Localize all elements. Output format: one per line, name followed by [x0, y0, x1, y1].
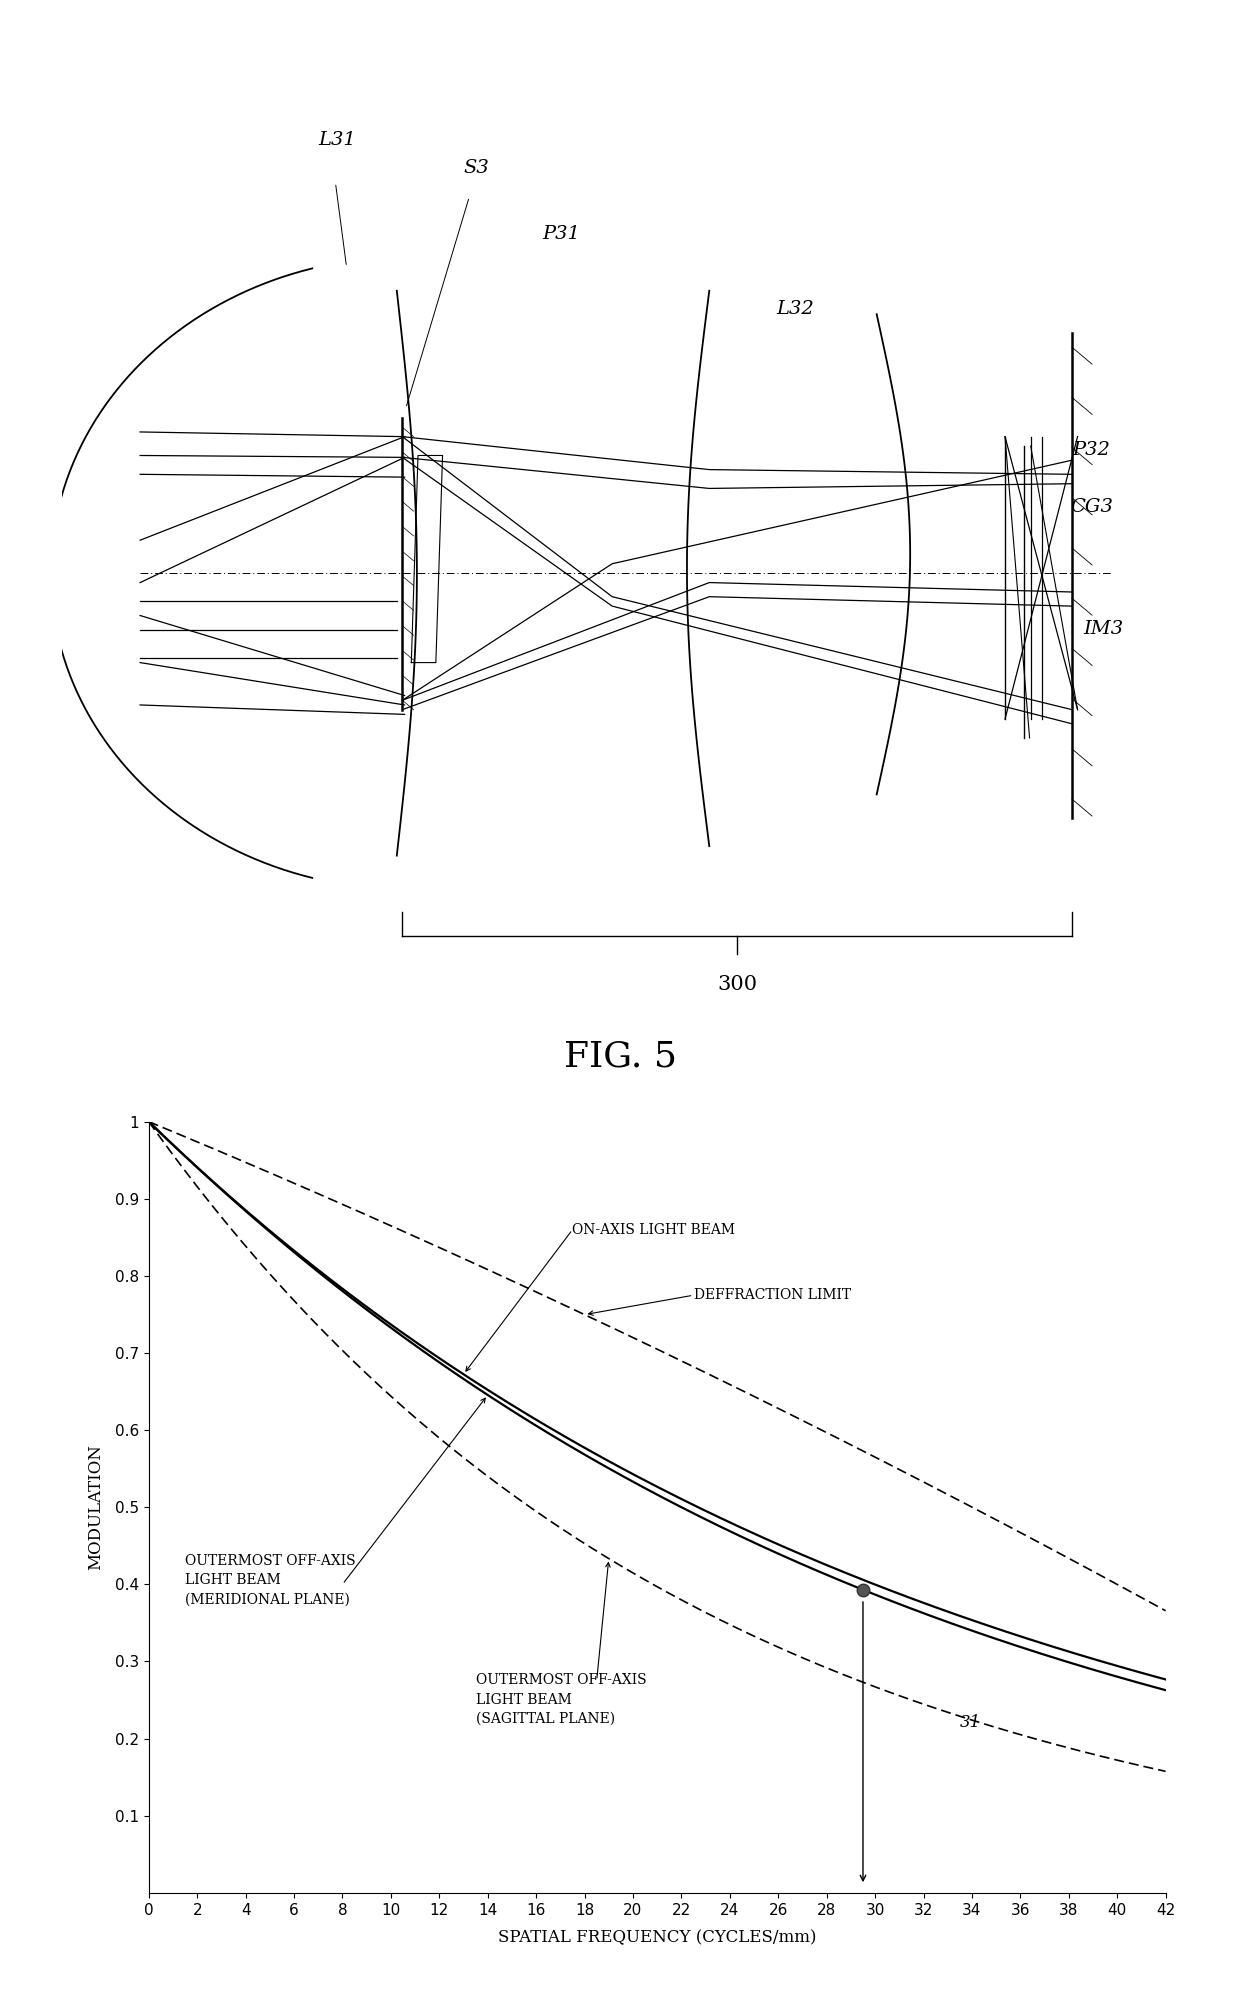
Text: 31: 31 [960, 1715, 981, 1731]
Text: L31: L31 [319, 130, 356, 148]
Text: DEFFRACTION LIMIT: DEFFRACTION LIMIT [693, 1288, 851, 1302]
Text: IM3: IM3 [1084, 621, 1123, 639]
Text: FIG. 5: FIG. 5 [563, 1040, 677, 1074]
X-axis label: SPATIAL FREQUENCY (CYCLES/mm): SPATIAL FREQUENCY (CYCLES/mm) [498, 1929, 816, 1945]
Text: P32: P32 [1071, 441, 1110, 459]
Text: 300: 300 [717, 975, 758, 993]
Y-axis label: MODULATION: MODULATION [87, 1444, 104, 1570]
Text: OUTERMOST OFF-AXIS
LIGHT BEAM
(SAGITTAL PLANE): OUTERMOST OFF-AXIS LIGHT BEAM (SAGITTAL … [476, 1673, 646, 1727]
Text: CG3: CG3 [1070, 499, 1112, 517]
Text: S3: S3 [464, 158, 490, 176]
Text: L32: L32 [776, 300, 813, 318]
Text: OUTERMOST OFF-AXIS
LIGHT BEAM
(MERIDIONAL PLANE): OUTERMOST OFF-AXIS LIGHT BEAM (MERIDIONA… [185, 1554, 356, 1606]
Text: P31: P31 [542, 224, 580, 242]
Text: ON-AXIS LIGHT BEAM: ON-AXIS LIGHT BEAM [573, 1222, 735, 1236]
